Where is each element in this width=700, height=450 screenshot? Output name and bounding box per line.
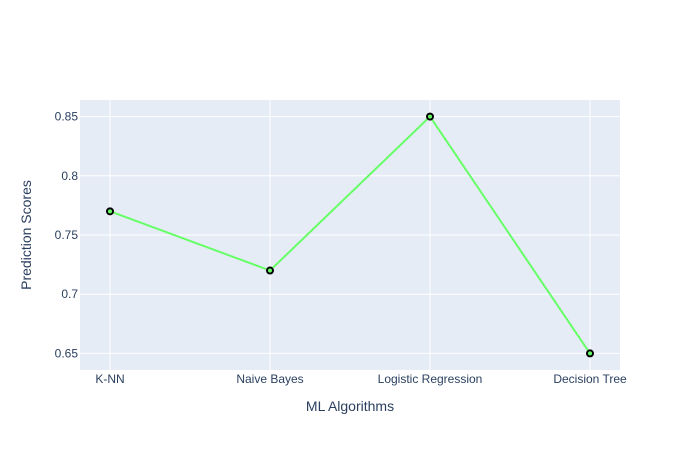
x-tick-label: K-NN: [95, 372, 124, 386]
grid: [80, 100, 620, 370]
x-tick-label: Decision Tree: [553, 372, 627, 386]
y-tick-label: 0.75: [55, 228, 79, 242]
y-tick-label: 0.7: [61, 287, 78, 301]
series-line: [109, 115, 591, 354]
data-point[interactable]: [426, 112, 434, 121]
y-axis-title: Prediction Scores: [18, 180, 34, 290]
data-point[interactable]: [106, 207, 114, 216]
y-tick-label: 0.8: [61, 169, 78, 183]
data-point[interactable]: [266, 266, 274, 275]
x-axis-title: ML Algorithms: [306, 398, 394, 414]
series-layer: [109, 115, 591, 354]
marker-layer: [106, 112, 594, 358]
x-tick-label: Naive Bayes: [236, 372, 303, 386]
y-axis-ticks: 0.65 0.7 0.75 0.8 0.85: [55, 110, 79, 361]
x-axis-ticks: K-NN Naive Bayes Logistic Regression Decisi…: [95, 372, 627, 386]
data-point[interactable]: [586, 349, 594, 358]
x-tick-label: Logistic Regression: [378, 372, 483, 386]
y-tick-label: 0.85: [55, 110, 79, 124]
y-tick-label: 0.65: [55, 346, 79, 360]
